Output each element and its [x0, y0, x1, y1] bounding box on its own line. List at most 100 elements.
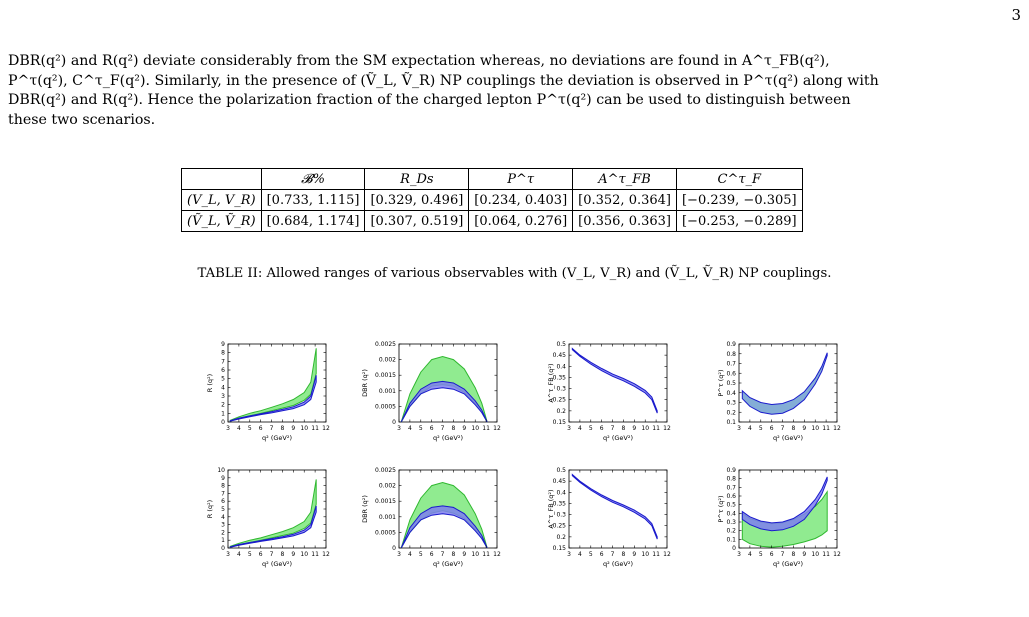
x-tick-label: 12 [833, 551, 841, 558]
y-tick-label: 0.0025 [375, 341, 396, 348]
x-tick-label: 5 [248, 551, 252, 558]
x-tick-label: 5 [759, 425, 763, 432]
y-axis-label: A^τ_FB (q²) [547, 363, 555, 402]
y-tick-label: 0.6 [726, 370, 736, 377]
series-band [571, 347, 658, 414]
x-tick-label: 11 [482, 551, 490, 558]
x-tick-label: 8 [281, 551, 285, 558]
x-tick-label: 11 [822, 425, 830, 432]
x-tick-label: 9 [291, 425, 295, 432]
y-tick-label: 0.45 [553, 352, 567, 359]
observables-table: 𝓑% R_Ds P^τ A^τ_FB C^τ_F (V_L, V_R) [0.7… [181, 168, 803, 232]
x-tick-label: 12 [493, 551, 501, 558]
y-tick-label: 0.001 [379, 388, 396, 395]
x-tick-label: 5 [248, 425, 252, 432]
y-tick-label: 7 [221, 490, 225, 497]
plot-panel: 3 4 5 6 7 8 9 10 11 12 0.15 0.2 0.25 0.3 0.35 0.4 0.45 0.… [547, 341, 671, 442]
plot-panel: 3 4 5 6 7 8 9 10 11 12 0 0.0005 0.001 0.0015 0.002 0.00… [361, 341, 501, 442]
y-tick-label: 0.4 [556, 489, 566, 496]
x-tick-label: 6 [259, 551, 263, 558]
y-tick-label: 0.15 [553, 419, 567, 426]
y-tick-label: 0.4 [556, 363, 566, 370]
x-tick-label: 5 [759, 551, 763, 558]
x-tick-label: 3 [737, 551, 741, 558]
y-tick-label: 0.0025 [375, 467, 396, 474]
y-tick-label: 0.3 [726, 400, 736, 407]
x-tick-label: 6 [600, 551, 604, 558]
x-tick-label: 11 [311, 425, 319, 432]
x-tick-label: 8 [452, 551, 456, 558]
y-tick-label: 0.8 [726, 476, 736, 483]
series-band [400, 505, 488, 549]
paragraph-line-1: DBR(q²) and R(q²) deviate considerably f… [8, 53, 830, 69]
y-tick-label: 0.2 [556, 534, 566, 541]
plot-panel: 3 4 5 6 7 8 9 10 11 12 0 0.0005 0.001 0.0015 0.002 0.00… [361, 467, 501, 568]
y-axis-label: A^τ_FB (q²) [547, 489, 555, 528]
x-tick-label: 12 [322, 425, 330, 432]
table-header-cell: 𝓑% [260, 168, 366, 190]
y-tick-label: 0.8 [726, 351, 736, 358]
table-cell: [0.329, 0.496] [364, 189, 470, 211]
x-axis-label: q² (GeV²) [262, 560, 292, 568]
y-tick-label: 0.6 [726, 493, 736, 500]
table-cell: [0.064, 0.276] [468, 210, 574, 232]
y-tick-label: 8 [221, 350, 225, 357]
y-tick-label: 0.5 [726, 502, 736, 509]
table-row-label: (Ṽ_L, Ṽ_R) [181, 210, 262, 232]
x-tick-label: 7 [611, 551, 615, 558]
x-tick-label: 5 [589, 551, 593, 558]
y-tick-label: 0.2 [726, 409, 736, 416]
table-header-cell: P^τ [468, 168, 574, 190]
y-tick-label: 5 [221, 376, 225, 383]
x-tick-label: 6 [430, 551, 434, 558]
y-tick-label: 0.0015 [375, 498, 396, 505]
y-tick-label: 0 [392, 419, 396, 426]
y-tick-label: 2 [221, 402, 225, 409]
series-band [229, 375, 317, 422]
x-tick-label: 8 [281, 425, 285, 432]
x-tick-label: 10 [811, 551, 819, 558]
x-tick-label: 12 [663, 425, 671, 432]
x-tick-label: 3 [567, 551, 571, 558]
x-axis-label: q² (GeV²) [603, 560, 633, 568]
table-cell: [0.352, 0.364] [572, 189, 677, 211]
y-tick-label: 8 [221, 483, 225, 490]
x-tick-label: 8 [792, 425, 796, 432]
x-tick-label: 8 [622, 551, 626, 558]
series-band [229, 505, 317, 548]
y-tick-label: 0.4 [726, 390, 736, 397]
paragraph-line-3: DBR(q²) and R(q²). Hence the polarizatio… [8, 92, 851, 109]
x-tick-label: 3 [737, 425, 741, 432]
y-axis-label: R (q²) [206, 500, 214, 518]
y-tick-label: 0.5 [726, 380, 736, 387]
x-tick-label: 7 [611, 425, 615, 432]
y-tick-label: 0.9 [726, 467, 736, 474]
table-cell: [−0.239, −0.305] [675, 189, 803, 211]
y-tick-label: 0.45 [553, 478, 567, 485]
y-axis-label: P^τ (q²) [717, 495, 725, 522]
y-tick-label: 6 [221, 498, 225, 505]
x-tick-label: 10 [811, 425, 819, 432]
y-axis-label: P^τ (q²) [717, 369, 725, 396]
y-tick-label: 0.15 [553, 545, 567, 552]
table-row: (V_L, V_R) [0.733, 1.115] [0.329, 0.496]… [181, 189, 803, 211]
x-tick-label: 3 [226, 425, 230, 432]
series-band [571, 473, 658, 540]
x-tick-label: 11 [822, 551, 830, 558]
x-tick-label: 7 [270, 551, 274, 558]
x-tick-label: 3 [226, 551, 230, 558]
y-axis-label: DBR (q²) [361, 369, 369, 397]
y-tick-label: 0 [221, 419, 225, 426]
x-tick-label: 7 [781, 551, 785, 558]
paragraph-line-4: these two scenarios. [8, 111, 156, 128]
y-tick-label: 0.002 [379, 483, 396, 490]
x-tick-label: 12 [663, 551, 671, 558]
x-tick-label: 7 [441, 425, 445, 432]
y-tick-label: 0.2 [556, 408, 566, 415]
page-number: 3 [1011, 6, 1021, 24]
y-tick-label: 1 [221, 537, 225, 544]
y-tick-label: 0.3 [726, 519, 736, 526]
table-cell: [0.733, 1.115] [260, 189, 366, 211]
x-tick-label: 12 [833, 425, 841, 432]
x-tick-label: 5 [419, 425, 423, 432]
